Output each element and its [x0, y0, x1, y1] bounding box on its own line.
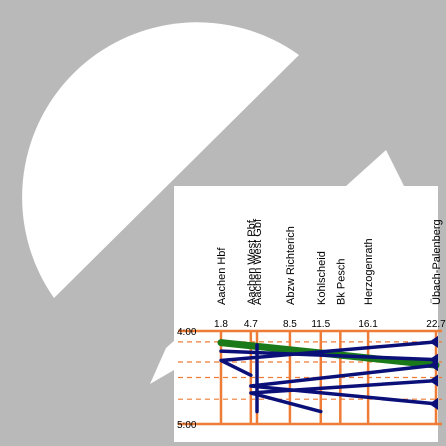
time-tick-label: 5:00: [177, 420, 197, 431]
time-tick-label: 4:00: [177, 327, 197, 338]
passenger-train-path: [219, 340, 438, 377]
passenger-train-path: [249, 363, 438, 406]
passenger-train-path: [249, 378, 438, 414]
station-label: Herzogenrath: [363, 238, 375, 305]
km-label: 16.1: [358, 319, 378, 330]
km-label: 1.8: [214, 319, 228, 330]
half-disc-shape: [22, 22, 299, 298]
km-label: 22.7: [426, 319, 446, 330]
station-label: Aachen West Gbf: [252, 218, 264, 305]
station-label: Abzw Richterich: [285, 226, 297, 305]
station-label: Aachen Hbf: [216, 247, 228, 305]
train-end-marker: [429, 397, 438, 410]
train-end-marker: [429, 335, 438, 348]
km-label: 4.7: [244, 319, 258, 330]
chart-card: [174, 186, 438, 442]
station-label: Übach-Palenberg: [431, 219, 443, 305]
km-label: 8.5: [283, 319, 297, 330]
station-label: Bk Pesch: [335, 259, 347, 305]
km-label: 11.5: [311, 319, 330, 330]
station-label: Kohlscheid: [316, 251, 328, 305]
station-label: Aachen West Pbf: [246, 219, 258, 305]
train-end-marker: [429, 374, 438, 387]
train-end-marker: [429, 359, 438, 372]
